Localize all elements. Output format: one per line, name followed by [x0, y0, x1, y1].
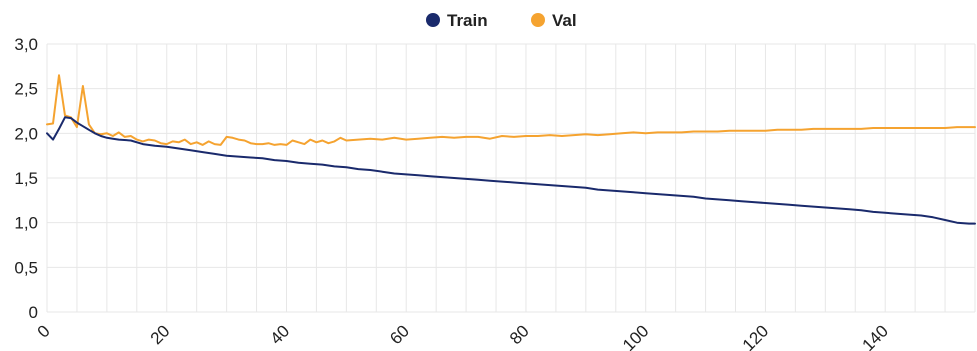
- y-tick-label: 1,0: [14, 214, 38, 233]
- y-tick-label: 2,0: [14, 124, 38, 143]
- legend-label-train: Train: [447, 11, 488, 30]
- series-line-train: [46, 116, 976, 225]
- x-tick-label: 60: [386, 321, 413, 348]
- x-tick-label: 80: [506, 321, 533, 348]
- series-layer: [46, 74, 976, 225]
- y-tick-label: 0: [29, 303, 38, 322]
- chart-grid: [46, 43, 976, 313]
- y-tick-label: 2,5: [14, 80, 38, 99]
- legend-item-val[interactable]: Val: [531, 11, 577, 30]
- series-line-val: [46, 74, 976, 146]
- x-tick-label: 40: [266, 321, 293, 348]
- x-tick-label: 20: [147, 321, 174, 348]
- y-axis: 0 0,5 1,0 1,5 2,0 2,5 3,0: [14, 35, 38, 322]
- x-tick-label: 0: [34, 321, 54, 341]
- x-tick-label: 120: [739, 321, 772, 351]
- legend-item-train[interactable]: Train: [426, 11, 488, 30]
- y-tick-label: 1,5: [14, 169, 38, 188]
- y-tick-label: 0,5: [14, 258, 38, 277]
- x-axis: 0 20 40 60 80 100 120 140: [34, 321, 892, 351]
- y-tick-label: 3,0: [14, 35, 38, 54]
- legend-label-val: Val: [552, 11, 577, 30]
- legend-marker-val: [531, 13, 545, 27]
- x-tick-label: 140: [859, 321, 892, 351]
- chart-legend: Train Val: [426, 11, 577, 30]
- legend-marker-train: [426, 13, 440, 27]
- x-tick-label: 100: [619, 321, 652, 351]
